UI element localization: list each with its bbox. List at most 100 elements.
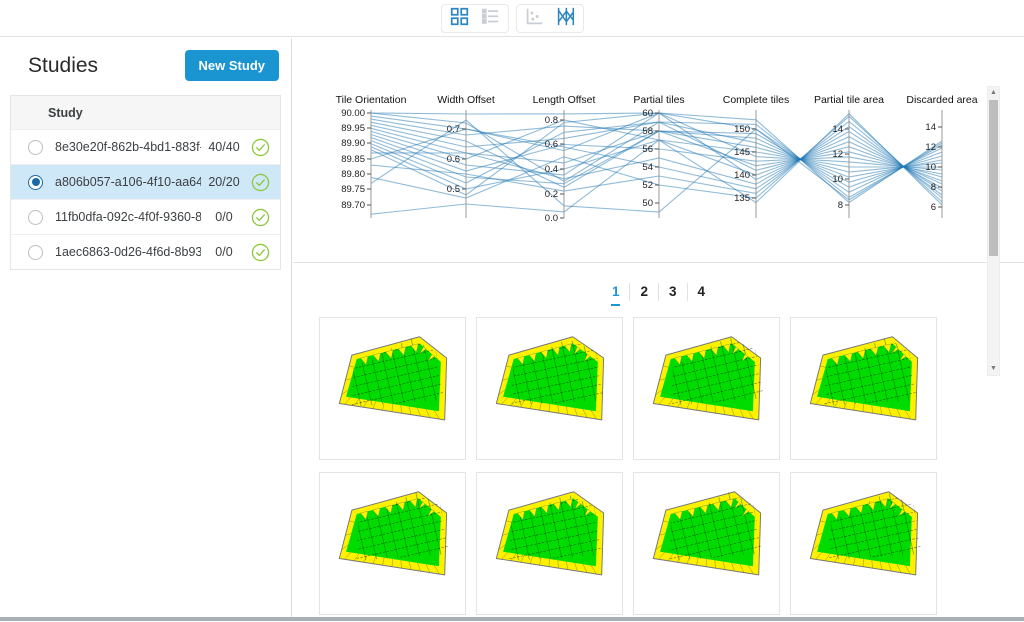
thumbnail-card-roof-tiling-option-4[interactable] (790, 317, 937, 460)
svg-text:89.80: 89.80 (341, 169, 365, 180)
roof-plan-drawing (652, 331, 767, 421)
svg-text:150: 150 (734, 124, 750, 135)
svg-text:0.2: 0.2 (545, 189, 558, 200)
svg-text:0.7: 0.7 (447, 124, 460, 135)
study-count: 0/0 (215, 210, 233, 224)
svg-text:10: 10 (925, 162, 936, 173)
svg-text:140: 140 (734, 170, 750, 181)
svg-text:Width Offset: Width Offset (437, 94, 495, 106)
svg-text:8: 8 (931, 182, 936, 193)
svg-text:89.90: 89.90 (341, 138, 365, 149)
svg-text:50: 50 (642, 198, 653, 209)
svg-text:56: 56 (642, 144, 653, 155)
horizontal-scrollbar[interactable] (0, 617, 1024, 621)
study-row[interactable]: 1aec6863-0d26-4f6d-8b93-2 0/0 (11, 234, 280, 269)
parallel-coordinates-chart[interactable]: Tile Orientation 90.00 89.95 89.90 89.85 89.8… (301, 38, 1024, 262)
page-button-3[interactable]: 3 (658, 283, 687, 301)
svg-text:Complete tiles: Complete tiles (723, 94, 790, 106)
scatter-plot-button[interactable] (525, 7, 544, 29)
sidebar: Studies New Study Study 8e30e20f-862b-4b… (0, 38, 292, 617)
check-circle-icon (251, 173, 270, 192)
roof-plan-drawing (338, 487, 452, 576)
page-button-1[interactable]: 1 (602, 283, 630, 306)
svg-text:12: 12 (925, 142, 936, 153)
svg-text:0.0: 0.0 (545, 213, 558, 224)
check-circle-icon (251, 138, 270, 157)
roof-plan-drawing (652, 487, 765, 576)
svg-text:0.4: 0.4 (545, 164, 558, 175)
study-count: 0/0 (215, 245, 233, 259)
svg-text:58: 58 (642, 126, 653, 137)
check-circle-icon (251, 208, 270, 227)
thumbnail-card-roof-tiling-option-6[interactable] (476, 472, 623, 615)
thumbnail-card-roof-tiling-option-1[interactable] (319, 317, 466, 460)
roof-plan-drawing (495, 333, 607, 421)
page-button-4[interactable]: 4 (686, 283, 716, 301)
svg-text:52: 52 (642, 180, 653, 191)
thumbnail-card-roof-tiling-option-5[interactable] (319, 472, 466, 615)
study-count: 40/40 (208, 140, 240, 154)
radio-icon[interactable] (28, 174, 43, 190)
study-row[interactable]: a806b057-a106-4f10-aa64-1 20/20 (11, 164, 280, 199)
thumbnail-grid (319, 317, 1024, 615)
scatter-plot-icon (525, 7, 544, 29)
svg-text:14: 14 (832, 124, 843, 135)
svg-text:Tile Orientation: Tile Orientation (336, 94, 407, 106)
thumbnail-card-roof-tiling-option-2[interactable] (476, 317, 623, 460)
study-id: a806b057-a106-4f10-aa64-1 (55, 175, 201, 189)
svg-text:89.70: 89.70 (341, 200, 365, 211)
svg-text:60: 60 (642, 108, 653, 119)
svg-text:12: 12 (832, 149, 843, 160)
grid-view-button[interactable] (450, 7, 469, 29)
study-id: 11fb0dfa-092c-4f0f-9360-88 (55, 210, 201, 224)
studies-table: Study 8e30e20f-862b-4bd1-883f-a 40/40 a806… (10, 95, 281, 270)
svg-text:135: 135 (734, 193, 750, 204)
main-panel: Tile Orientation 90.00 89.95 89.90 89.85 89.8… (293, 38, 1024, 617)
scroll-down-icon[interactable]: ▼ (990, 365, 997, 372)
roof-plan-drawing (809, 333, 920, 421)
parallel-coordinates-button[interactable] (556, 7, 575, 29)
svg-text:145: 145 (734, 147, 750, 158)
parallel-coordinates-icon (556, 7, 575, 29)
svg-text:Partial tiles: Partial tiles (633, 94, 684, 106)
svg-text:8: 8 (838, 200, 843, 211)
study-row[interactable]: 11fb0dfa-092c-4f0f-9360-88 0/0 (11, 199, 280, 234)
check-circle-icon (251, 243, 270, 262)
page-button-2[interactable]: 2 (629, 283, 658, 301)
svg-text:0.6: 0.6 (545, 139, 558, 150)
study-row[interactable]: 8e30e20f-862b-4bd1-883f-a 40/40 (11, 129, 280, 164)
table-header: Study (11, 96, 280, 129)
svg-text:0.8: 0.8 (545, 115, 558, 126)
thumbnail-card-roof-tiling-option-7[interactable] (633, 472, 780, 615)
toolbar-group-1 (440, 3, 509, 33)
radio-icon[interactable] (28, 209, 43, 225)
svg-text:89.95: 89.95 (341, 123, 365, 134)
list-view-button[interactable] (481, 7, 500, 29)
list-view-icon (481, 7, 500, 29)
radio-icon[interactable] (28, 139, 43, 155)
study-count: 20/20 (208, 175, 240, 189)
svg-text:54: 54 (642, 162, 653, 173)
svg-text:6: 6 (931, 202, 936, 213)
svg-text:0.5: 0.5 (447, 184, 460, 195)
scroll-up-icon[interactable]: ▲ (990, 89, 997, 96)
roof-plan-drawing (809, 487, 925, 576)
grid-view-icon (450, 7, 469, 29)
svg-text:89.75: 89.75 (341, 184, 365, 195)
thumbnail-card-roof-tiling-option-8[interactable] (790, 472, 937, 615)
new-study-button[interactable]: New Study (184, 50, 279, 81)
scrollbar-thumb[interactable] (989, 100, 998, 256)
radio-icon[interactable] (28, 244, 43, 260)
roof-plan-drawing (495, 489, 605, 576)
sidebar-header: Studies New Study (0, 38, 291, 93)
svg-text:Partial tile area: Partial tile area (814, 94, 884, 106)
toolbar (0, 0, 1024, 37)
toolbar-group-2 (515, 3, 584, 33)
svg-text:14: 14 (925, 122, 936, 133)
vertical-scrollbar[interactable]: ▲ ▼ (987, 86, 1000, 376)
study-id: 8e30e20f-862b-4bd1-883f-a (55, 140, 201, 154)
thumbnail-card-roof-tiling-option-3[interactable] (633, 317, 780, 460)
svg-text:90.00: 90.00 (341, 108, 365, 119)
